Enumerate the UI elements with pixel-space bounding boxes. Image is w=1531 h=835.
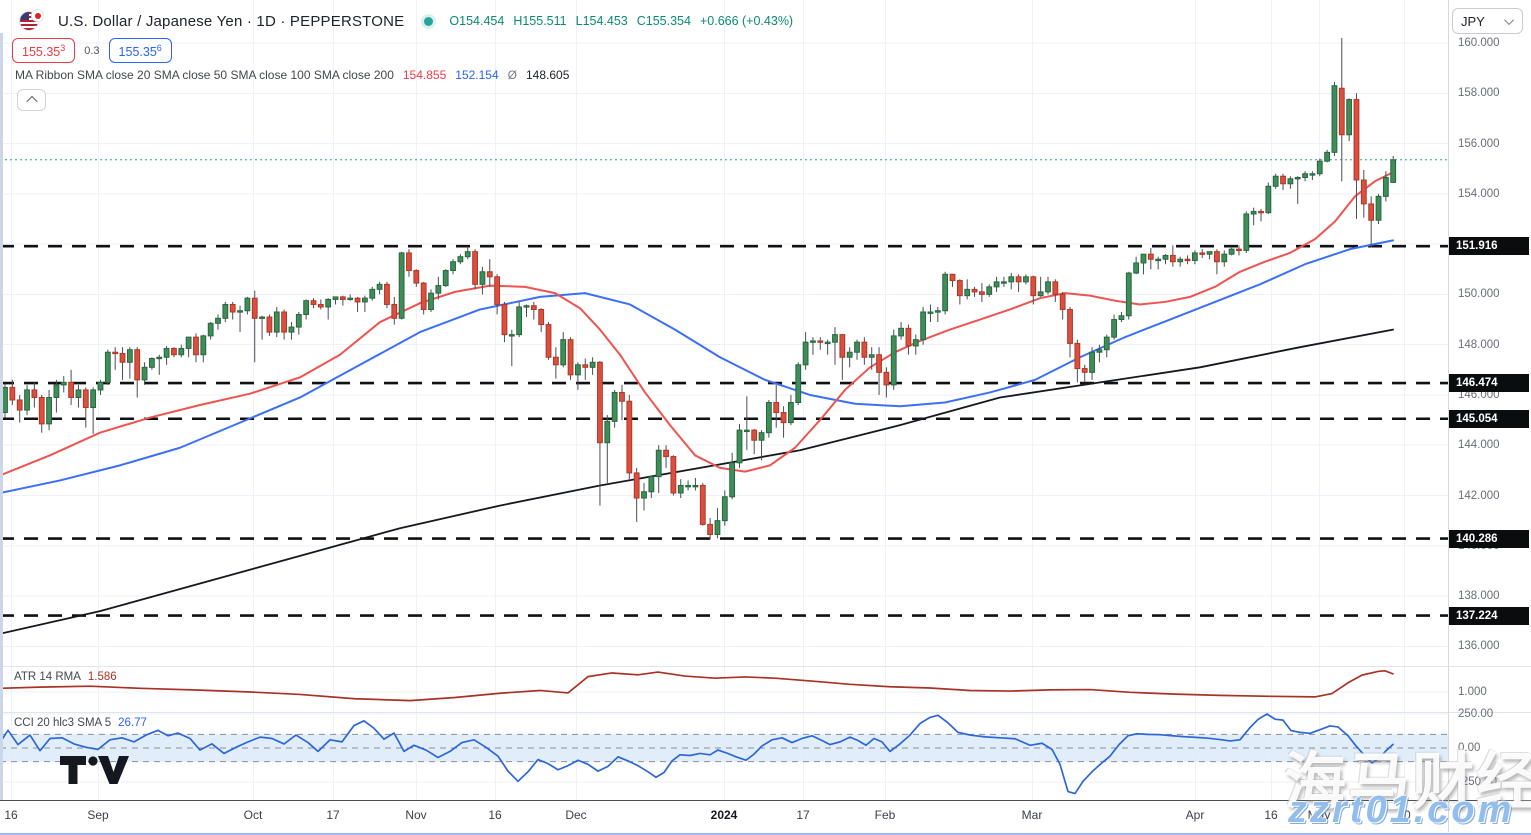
ohlc-readout: O154.454 H155.511 L154.453 C155.354 +0.6… <box>449 14 794 28</box>
time-axis-label: 16 <box>1264 808 1278 822</box>
price-axis-tick: 158.000 <box>1458 87 1500 100</box>
symbol-title[interactable]: U.S. Dollar / Japanese Yen · 1D · PEPPER… <box>58 12 405 30</box>
time-axis-label: Oct <box>243 808 263 822</box>
symbol-flags-icon <box>20 10 50 32</box>
price-axis-tick: 142.000 <box>1458 489 1500 502</box>
watermark-cjk: 海马财经 <box>1284 748 1531 817</box>
price-level-badge: 146.474 <box>1449 374 1529 393</box>
average-symbol: Ø <box>507 68 517 82</box>
spread-value: 0.3 <box>84 44 100 57</box>
price-axis-tick: 160.000 <box>1458 37 1500 49</box>
time-axis-label: May <box>1307 808 1331 822</box>
price-level-badge: 140.286 <box>1449 529 1529 548</box>
price-axis-tick: 150.000 <box>1458 288 1500 301</box>
time-axis-label: 16 <box>4 808 18 822</box>
cci-axis-tick: -250.00 <box>1458 776 1498 788</box>
sell-price-button[interactable]: 155.353 <box>12 38 76 64</box>
cci-axis-tick: 0.00 <box>1458 742 1481 754</box>
change-value: +0.666 (+0.43%) <box>699 14 794 28</box>
time-axis-label: 17 <box>796 808 810 822</box>
ma-ribbon-legend[interactable]: MA Ribbon SMA close 20 SMA close 50 SMA … <box>15 68 569 82</box>
time-axis-label: 2024 <box>710 808 738 822</box>
price-axis-tick: 148.000 <box>1458 338 1500 351</box>
buy-price-button[interactable]: 155.356 <box>108 38 172 64</box>
time-axis-label: Apr <box>1185 808 1205 822</box>
sma50-value: 152.154 <box>455 68 499 82</box>
sma20-value: 154.855 <box>402 68 447 82</box>
price-axis-tick: 144.000 <box>1458 439 1500 452</box>
time-axis-label: 20 <box>1397 808 1411 822</box>
japan-flag-icon <box>32 10 43 21</box>
atr-axis-tick: 1.000 <box>1458 686 1487 698</box>
price-level-badge: 151.916 <box>1449 237 1529 256</box>
price-level-badge: 137.224 <box>1449 606 1529 625</box>
atr-value: 1.586 <box>87 671 117 683</box>
time-axis-label: Nov <box>405 808 427 822</box>
pane-left-edge <box>0 33 3 800</box>
time-axis-label: Dec <box>565 808 587 822</box>
time-axis-label: 16 <box>488 808 502 822</box>
ma-ribbon-label: MA Ribbon SMA close 20 SMA close 50 SMA … <box>15 68 394 82</box>
time-axis-label: 17 <box>326 808 340 822</box>
price-axis-currency-dropdown[interactable]: JPY <box>1452 8 1523 34</box>
cci-legend[interactable]: CCI 20 hlc3 SMA 5 26.77 <box>14 717 147 729</box>
time-axis-label: Feb <box>874 808 896 822</box>
cci-name: CCI 20 hlc3 SMA 5 <box>14 717 112 729</box>
price-level-badge: 145.054 <box>1449 409 1529 428</box>
time-axis-label: Mar <box>1021 808 1043 822</box>
price-axis-tick: 138.000 <box>1458 590 1500 603</box>
cci-value: 26.77 <box>118 717 147 729</box>
price-axis-tick: 136.000 <box>1458 640 1500 653</box>
chevron-down-icon <box>1504 14 1515 25</box>
cci-axis-tick: 250.00 <box>1458 708 1494 720</box>
price-axis-tick: 154.000 <box>1458 187 1500 200</box>
currency-label: JPY <box>1461 13 1485 29</box>
collapse-indicators-button[interactable] <box>17 89 46 111</box>
tradingview-logo[interactable] <box>58 753 146 787</box>
chevron-up-icon <box>25 95 38 108</box>
price-axis-tick: 156.000 <box>1458 137 1500 150</box>
atr-legend[interactable]: ATR 14 RMA 1.586 <box>14 671 117 683</box>
watermark-site: zzrt01.com <box>1288 789 1515 831</box>
atr-name: ATR 14 RMA <box>14 671 81 683</box>
sma200-value: 148.605 <box>526 68 570 82</box>
time-axis-label: Sep <box>87 808 109 822</box>
market-status-dot-icon <box>424 16 434 26</box>
